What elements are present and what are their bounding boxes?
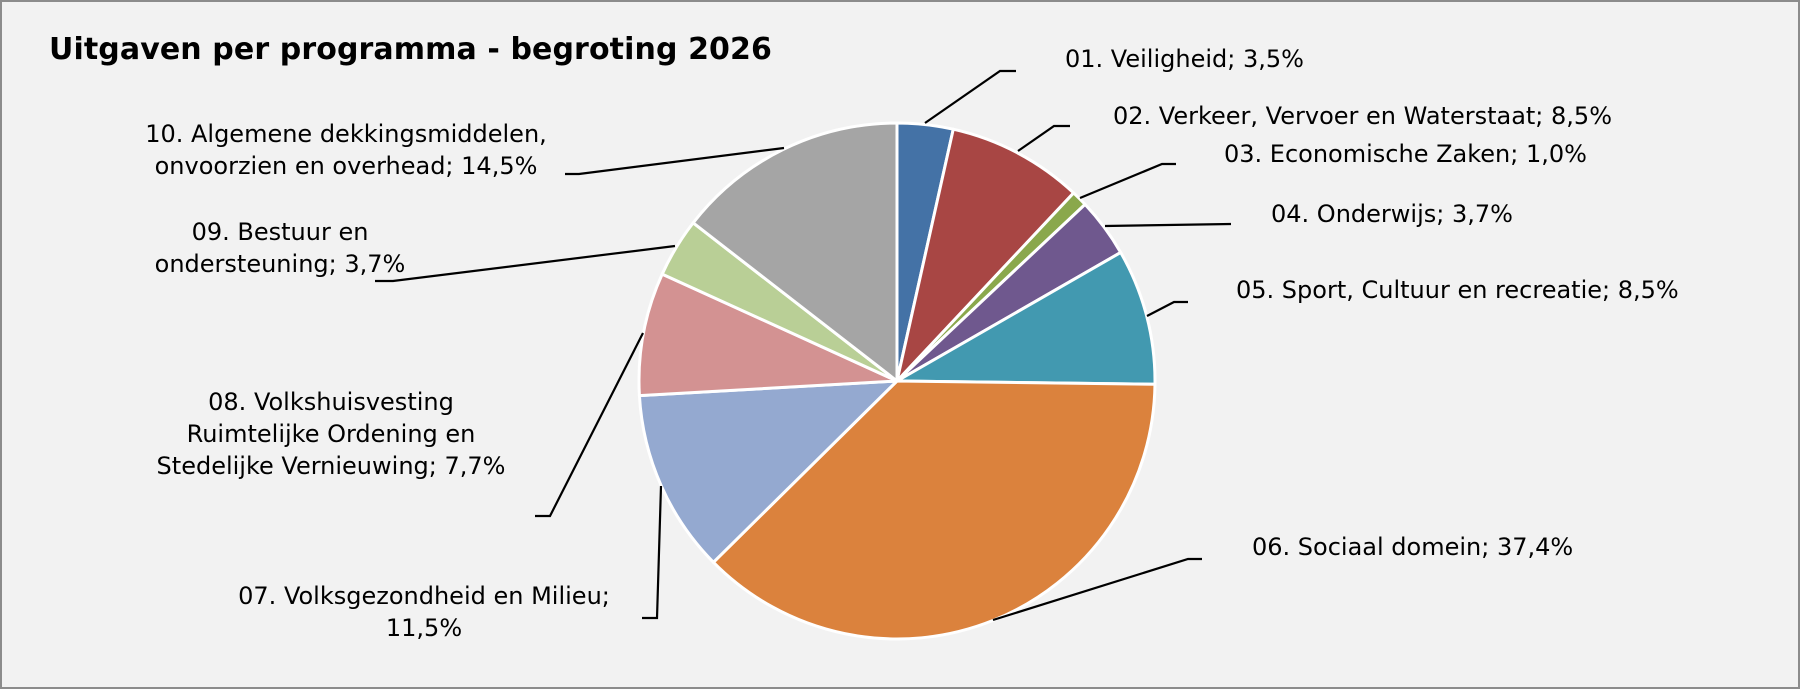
- leader-line-09: [375, 244, 676, 283]
- data-label-text: ondersteuning; 3,7%: [154, 250, 406, 278]
- data-label-02: 02. Verkeer, Vervoer en Waterstaat; 8,5%: [1113, 100, 1612, 132]
- pie-slice-07: [637, 379, 899, 564]
- leader-line-01: [924, 69, 1016, 124]
- data-label-09: 09. Bestuur en ondersteuning; 3,7%: [130, 216, 430, 280]
- data-label-text: Stedelijke Vernieuwing; 7,7%: [156, 452, 506, 480]
- chart-title: Uitgaven per programma - begroting 2026: [49, 32, 772, 67]
- data-label-text: 07. Volksgezondheid en Milieu;: [238, 582, 610, 610]
- leader-line-02: [1017, 124, 1070, 152]
- leader-line-08: [535, 332, 644, 518]
- data-label-10: 10. Algemene dekkingsmiddelen, onvoorzien…: [116, 118, 576, 182]
- leader-lines: [375, 69, 1232, 622]
- data-label-text: 09. Bestuur en: [191, 218, 369, 246]
- leader-line-05: [1146, 300, 1188, 317]
- data-label-05: 05. Sport, Cultuur en recreatie; 8,5%: [1236, 274, 1679, 306]
- data-label-text: 08. Volkshuisvesting: [208, 388, 454, 416]
- data-label-08: 08. Volkshuisvesting Ruimtelijke Ordening…: [123, 386, 539, 482]
- data-label-06: 06. Sociaal domein; 37,4%: [1252, 531, 1573, 563]
- data-label-text: 06. Sociaal domein; 37,4%: [1252, 533, 1574, 561]
- data-label-01: 01. Veiligheid; 3,5%: [1065, 43, 1304, 75]
- leader-line-06: [992, 557, 1202, 622]
- data-label-text: 10. Algemene dekkingsmiddelen,: [145, 120, 547, 148]
- data-label-text: 11,5%: [385, 614, 463, 642]
- pie-slice-10: [691, 121, 899, 383]
- data-label-text: 03. Economische Zaken; 1,0%: [1224, 140, 1587, 168]
- data-label-text: 01. Veiligheid; 3,5%: [1065, 45, 1304, 73]
- pie-slice-05: [895, 250, 1157, 386]
- data-label-text: Ruimtelijke Ordening en: [186, 420, 476, 448]
- leader-line-10: [565, 146, 785, 176]
- data-label-text: 04. Onderwijs; 3,7%: [1271, 200, 1513, 228]
- leader-line-07: [642, 485, 663, 620]
- data-label-03: 03. Economische Zaken; 1,0%: [1224, 138, 1587, 170]
- data-label-07: 07. Volksgezondheid en Milieu; 11,5%: [206, 580, 642, 644]
- leader-line-04: [1104, 222, 1232, 228]
- data-label-text: 05. Sport, Cultuur en recreatie; 8,5%: [1236, 276, 1679, 304]
- pie-slice-02: [895, 127, 1076, 383]
- data-label-text: onvoorzien en overhead; 14,5%: [154, 152, 538, 180]
- pie-slices: [637, 121, 1157, 641]
- data-label-text: 02. Verkeer, Vervoer en Waterstaat; 8,5%: [1113, 102, 1612, 130]
- data-label-04: 04. Onderwijs; 3,7%: [1271, 198, 1513, 230]
- leader-line-03: [1079, 162, 1176, 200]
